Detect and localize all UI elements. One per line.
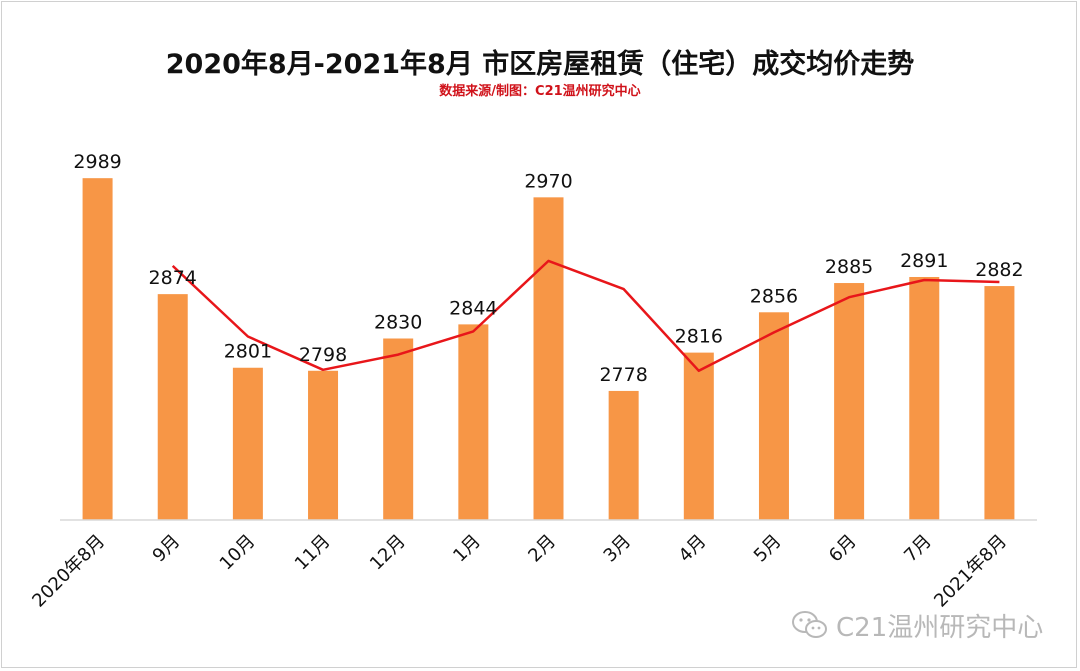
x-tick-label-7: 3月 — [600, 531, 636, 567]
data-label-7: 2778 — [599, 364, 647, 386]
bar-11 — [909, 276, 940, 520]
bar-2 — [232, 367, 263, 520]
x-tick-label-4: 12月 — [366, 531, 410, 575]
bar-10 — [834, 283, 865, 520]
bar-0 — [82, 178, 113, 521]
watermark: C21温州研究中心 — [790, 608, 1044, 643]
bar-12 — [984, 286, 1015, 520]
data-label-11: 2891 — [900, 250, 948, 272]
bar-6 — [533, 197, 564, 521]
data-labels-group: 2989 2874 2801 2798 2830 2844 2970 2778 2816 2856… — [73, 151, 1023, 386]
bar-7 — [608, 390, 639, 520]
bar-3 — [308, 370, 339, 520]
data-label-3: 2798 — [299, 344, 347, 366]
chart-title: 2020年8月-2021年8月 市区房屋租赁（住宅）成交均价走势 — [165, 49, 915, 80]
data-label-5: 2844 — [449, 297, 497, 319]
bar-9 — [758, 312, 789, 520]
bar-1 — [157, 294, 188, 520]
x-tick-label-8: 4月 — [675, 531, 711, 567]
bar-5 — [458, 324, 489, 520]
data-label-9: 2856 — [750, 285, 798, 307]
trend-line — [171, 259, 1000, 373]
bar-8 — [683, 352, 714, 520]
data-label-12: 2882 — [975, 259, 1023, 281]
data-label-8: 2816 — [675, 326, 723, 348]
x-tick-label-0: 2020年8月 — [28, 531, 109, 612]
x-tick-label-5: 1月 — [449, 531, 485, 567]
x-tick-label-2: 10月 — [216, 531, 260, 575]
x-tick-label-11: 7月 — [900, 531, 936, 567]
x-tick-label-6: 2月 — [524, 531, 560, 567]
wechat-icon — [792, 611, 827, 638]
x-tick-label-12: 2021年8月 — [930, 531, 1011, 612]
x-tick-label-1: 9月 — [149, 531, 185, 567]
data-label-1: 2874 — [149, 267, 197, 289]
data-label-6: 2970 — [524, 170, 572, 192]
bar-4 — [383, 338, 414, 520]
bars-group — [82, 178, 1015, 521]
data-label-0: 2989 — [73, 151, 121, 173]
data-label-2: 2801 — [224, 341, 272, 363]
chart-subtitle: 数据来源/制图：C21温州研究中心 — [439, 84, 641, 99]
x-tick-label-3: 11月 — [291, 531, 335, 575]
x-tick-label-10: 6月 — [825, 531, 861, 567]
data-label-4: 2830 — [374, 312, 422, 334]
data-label-10: 2885 — [825, 256, 873, 278]
watermark-text: C21温州研究中心 — [836, 612, 1044, 643]
x-tick-label-9: 5月 — [750, 531, 786, 567]
